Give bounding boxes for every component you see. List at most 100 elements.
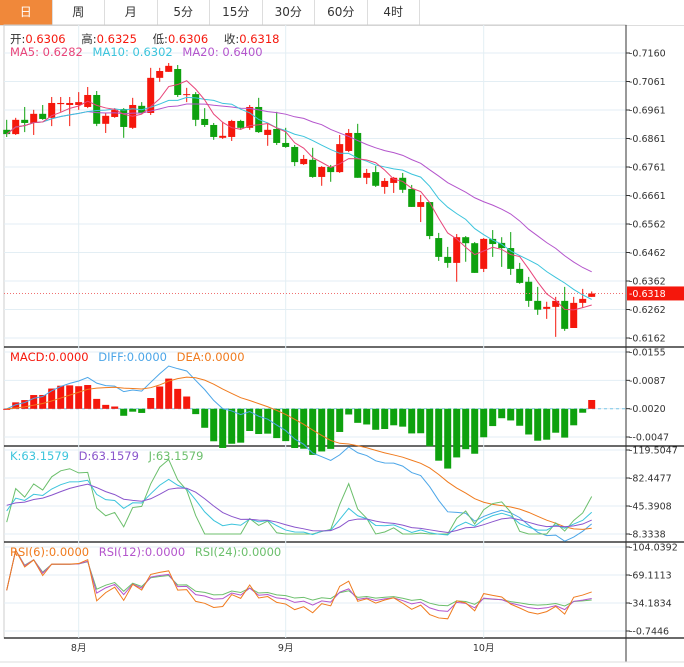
macd-bar bbox=[399, 408, 407, 427]
candle bbox=[102, 112, 110, 133]
candle-body bbox=[210, 124, 218, 137]
tab-15min[interactable]: 15分 bbox=[210, 0, 263, 25]
x-axis-label: 8月 bbox=[71, 643, 87, 654]
macd-bar bbox=[210, 408, 218, 442]
macd-legend: MACD:0.0000 DIFF:0.0000 DEA:0.0000 bbox=[10, 350, 251, 364]
candle bbox=[93, 90, 101, 127]
macd-bar bbox=[192, 408, 200, 415]
macd-bar bbox=[462, 408, 470, 450]
macd-bar bbox=[525, 408, 533, 435]
main-axis-label: -0.6562 bbox=[629, 220, 666, 231]
tab-week[interactable]: 周 bbox=[53, 0, 105, 25]
macd-bar bbox=[534, 408, 542, 441]
candle-body bbox=[165, 65, 173, 72]
candle bbox=[345, 128, 353, 153]
macd-bar bbox=[183, 396, 191, 409]
tab-60min[interactable]: 60分 bbox=[315, 0, 368, 25]
ohlc-legend: 开:0.6306 高:0.6325 低:0.6306 收:0.6318 bbox=[10, 31, 291, 47]
candle-body bbox=[21, 119, 29, 123]
rsi-axis-label: --0.7446 bbox=[629, 627, 669, 638]
rsi6-line bbox=[6, 548, 592, 620]
macd-bar bbox=[480, 408, 488, 438]
macd-bar bbox=[264, 408, 272, 434]
candle bbox=[237, 119, 245, 130]
kdj-axis-label: -45.3908 bbox=[629, 502, 672, 513]
candle-body bbox=[264, 129, 272, 135]
kdj-axis-label: -119.5047 bbox=[629, 446, 678, 457]
macd-bar bbox=[552, 408, 560, 433]
open-label: 开: bbox=[10, 32, 26, 46]
candle-body bbox=[345, 132, 353, 151]
macd-bar bbox=[57, 385, 65, 409]
ma10-line bbox=[6, 96, 592, 300]
macd-bar bbox=[345, 408, 353, 415]
candle bbox=[534, 286, 542, 315]
candle bbox=[309, 147, 317, 178]
candle bbox=[480, 238, 488, 273]
macd-bar bbox=[273, 408, 281, 439]
macd-bar bbox=[381, 408, 389, 430]
candle-body bbox=[471, 243, 479, 273]
candle-body bbox=[327, 166, 335, 173]
k-line bbox=[6, 478, 593, 536]
macd-bar bbox=[246, 408, 254, 432]
candle-body bbox=[372, 172, 380, 186]
macd-bar bbox=[561, 408, 569, 438]
main-axis-label: -0.6362 bbox=[629, 277, 666, 288]
candle-body bbox=[516, 268, 524, 283]
macd-bar bbox=[417, 408, 425, 434]
candle bbox=[48, 96, 56, 127]
tab-30min[interactable]: 30分 bbox=[263, 0, 315, 25]
diff-line bbox=[6, 365, 593, 542]
last-price-label: -0.6318 bbox=[629, 289, 666, 300]
tab-4hour[interactable]: 4时 bbox=[368, 0, 420, 25]
candle bbox=[426, 202, 434, 240]
macd-bar bbox=[156, 386, 164, 409]
candle bbox=[57, 96, 65, 112]
macd-bar bbox=[66, 385, 74, 409]
macd-bar bbox=[489, 408, 497, 427]
candle bbox=[363, 168, 371, 185]
ma20-value: MA20: 0.6400 bbox=[182, 45, 263, 59]
open-value: 0.6306 bbox=[25, 32, 66, 46]
rsi-axis-label: -34.1834 bbox=[629, 599, 672, 610]
macd-bar bbox=[75, 386, 83, 409]
macd-axis-label: --0.0047 bbox=[629, 433, 669, 444]
dea-line bbox=[6, 376, 592, 530]
tab-day[interactable]: 日 bbox=[0, 0, 53, 25]
macd-bar bbox=[426, 408, 434, 447]
tab-month[interactable]: 月 bbox=[105, 0, 158, 25]
macd-bar bbox=[453, 408, 461, 458]
candle bbox=[174, 64, 182, 97]
candle-body bbox=[219, 135, 227, 138]
macd-bar bbox=[570, 408, 578, 426]
candle-body bbox=[93, 94, 101, 124]
candle-body bbox=[66, 102, 74, 105]
macd-bar bbox=[255, 408, 263, 435]
candle-body bbox=[228, 120, 236, 137]
candle bbox=[228, 119, 236, 141]
candle-body bbox=[507, 248, 515, 269]
low-value: 0.6306 bbox=[167, 32, 209, 46]
candle-body bbox=[75, 102, 83, 105]
candle-body bbox=[120, 108, 128, 127]
candle bbox=[453, 234, 461, 282]
candle-body bbox=[552, 300, 560, 307]
macd-bar bbox=[291, 408, 299, 449]
candle-body bbox=[399, 177, 407, 190]
candle-body bbox=[336, 144, 344, 173]
candle bbox=[570, 296, 578, 329]
candle-body bbox=[408, 188, 416, 207]
tab-5min[interactable]: 5分 bbox=[158, 0, 210, 25]
ma5-line bbox=[6, 80, 592, 311]
macd-bar bbox=[498, 408, 506, 419]
candle bbox=[21, 106, 29, 133]
candle bbox=[66, 96, 74, 127]
candle bbox=[192, 92, 200, 127]
candle-body bbox=[489, 238, 497, 245]
macd-bar bbox=[219, 408, 227, 448]
candle bbox=[291, 144, 299, 167]
macd-bar bbox=[588, 399, 596, 409]
candle bbox=[516, 262, 524, 284]
